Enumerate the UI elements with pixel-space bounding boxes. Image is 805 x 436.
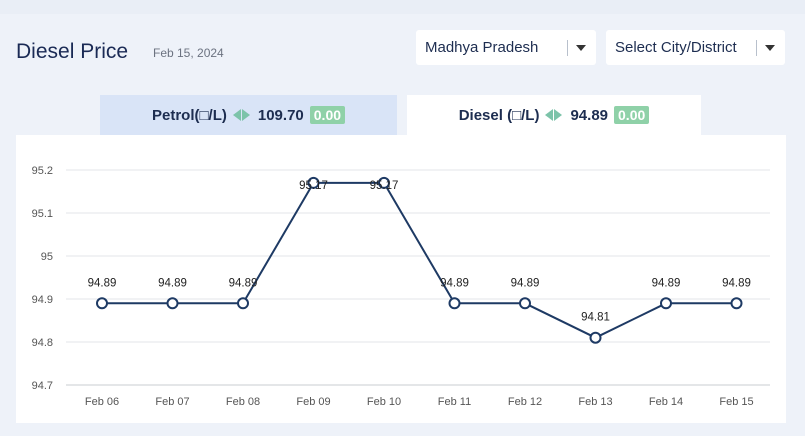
tab-petrol-change-badge: 0.00 [309,106,346,124]
tab-petrol[interactable]: Petrol(□/L) 109.70 0.00 [100,95,397,135]
data-point [237,297,249,310]
x-tick-label: Feb 10 [367,396,401,408]
state-select[interactable]: Madhya Pradesh [416,30,596,65]
chevron-down-icon[interactable] [576,44,586,51]
city-select-value: Select City/District [615,39,737,56]
tab-diesel-label: Diesel (□/L) [458,106,540,124]
data-label: 94.89 [158,277,187,289]
data-point [166,297,179,310]
data-label: 95.17 [299,180,328,192]
data-label: 94.89 [440,277,469,289]
x-tick-label: Feb 08 [226,396,260,408]
page-title: Diesel Price [16,40,129,63]
data-point [307,176,320,189]
data-point [378,176,390,189]
city-select[interactable]: Select City/District [606,30,785,65]
tab-diesel[interactable]: Diesel (□/L) 94.89 0.00 [407,95,701,135]
data-label: 94.89 [511,277,540,289]
data-point [589,331,602,344]
y-tick-label: 94.9 [32,294,53,306]
tab-diesel-change-badge: 0.00 [614,106,650,124]
data-point [96,297,108,310]
y-tick-label: 95 [41,251,53,263]
data-label: 94.89 [652,277,681,289]
tab-petrol-price: 109.70 [257,106,304,124]
data-label: 95.17 [370,180,399,192]
data-label: 94.89 [722,277,751,289]
data-point [730,297,743,310]
left-right-arrows-icon [545,109,563,121]
tab-petrol-label: Petrol(□/L) [151,106,227,124]
data-label: 94.81 [581,312,610,324]
x-tick-label: Feb 14 [649,396,683,408]
tab-diesel-price: 94.89 [570,106,609,124]
data-point [660,297,672,310]
x-tick-label: Feb 15 [719,396,753,408]
data-point [519,297,531,310]
data-point [448,297,461,310]
y-tick-label: 95.2 [32,165,53,177]
x-tick-label: Feb 12 [508,396,542,408]
x-tick-label: Feb 11 [438,396,471,408]
page-date: Feb 15, 2024 [153,46,224,60]
series-line [102,181,737,339]
x-tick-label: Feb 09 [296,396,330,408]
y-tick-label: 95.1 [32,208,53,220]
y-tick-label: 94.7 [32,380,53,392]
y-tick-label: 94.8 [32,337,53,349]
state-select-value: Madhya Pradesh [425,39,539,56]
x-tick-label: Feb 07 [155,396,189,408]
x-tick-label: Feb 06 [85,396,119,408]
x-tick-label: Feb 13 [578,396,612,408]
left-right-arrows-icon [232,109,250,121]
select-separator [756,39,757,56]
data-label: 94.89 [88,277,117,289]
select-separator [567,39,568,56]
chart-container [16,135,786,423]
data-label: 94.89 [229,277,258,289]
chevron-down-icon[interactable] [765,44,775,51]
